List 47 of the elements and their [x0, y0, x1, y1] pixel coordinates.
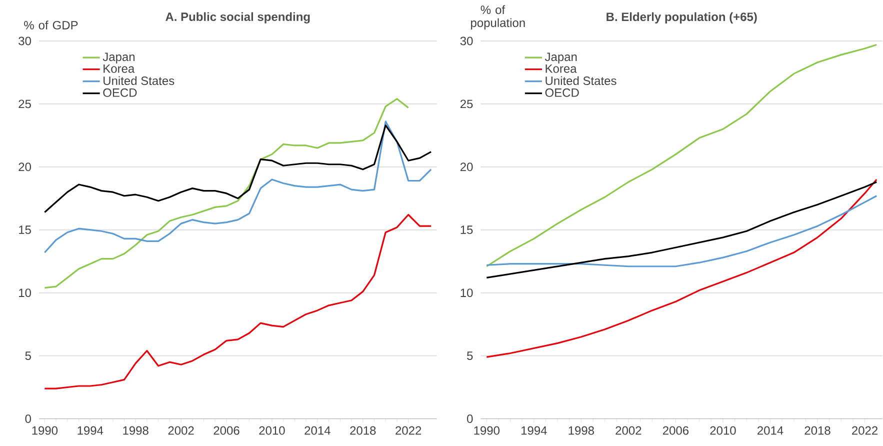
y-tick-label: 25	[460, 100, 473, 108]
legend-label: OECD	[103, 88, 137, 98]
y-tick-label: 15	[19, 226, 31, 234]
x-tick-label: 2018	[804, 426, 830, 435]
legend-label: United States	[546, 76, 616, 86]
line-series	[44, 124, 432, 214]
x-tick-label: 1990	[474, 426, 500, 435]
x-tick-label: 2010	[710, 426, 736, 435]
chart-title: B. Elderly population (+65)	[606, 12, 757, 24]
y-tick-label: 25	[18, 100, 31, 108]
x-tick-label: 2018	[350, 426, 376, 435]
x-tick-label: 1990	[32, 426, 58, 435]
x-tick-label: 1998	[568, 426, 594, 435]
x-tick-label: 1994	[78, 426, 104, 435]
x-tick-label: 2006	[662, 426, 689, 435]
y-tick-label: 30	[460, 36, 473, 46]
y-tick-label: 20	[460, 162, 473, 172]
line-series	[486, 44, 878, 268]
x-tick-label: 2022	[852, 426, 878, 435]
y-tick-label: 0	[467, 414, 473, 424]
x-tick-label: 2014	[304, 426, 330, 435]
legend-label: OECD	[545, 88, 579, 98]
y-axis-title: % of population	[471, 5, 525, 30]
x-tick-label: 2010	[259, 426, 285, 435]
x-tick-label: 2002	[616, 426, 642, 435]
y-axis-title: % of GDP	[24, 20, 78, 30]
x-tick-label: 2002	[168, 426, 194, 435]
x-tick-label: 1994	[521, 426, 547, 435]
legend-label: Japan	[102, 52, 135, 64]
chart-title: A. Public social spending	[166, 12, 310, 24]
x-tick-label: 2006	[214, 426, 240, 435]
x-tick-label: 2022	[396, 426, 422, 435]
legend-label: United States	[104, 76, 174, 86]
y-tick-label: 5	[467, 352, 473, 360]
legend-label: Korea	[546, 64, 577, 73]
legend-label: Korea	[104, 64, 135, 73]
x-tick-label: 1998	[123, 426, 148, 435]
y-tick-label: 10	[460, 288, 473, 298]
line-series	[44, 120, 432, 254]
y-tick-label: 5	[25, 352, 31, 360]
y-tick-label: 15	[460, 226, 473, 234]
y-tick-label: 30	[18, 36, 31, 46]
y-tick-label: 20	[18, 162, 31, 172]
legend-label: Japan	[544, 52, 577, 64]
x-tick-label: 2014	[758, 426, 784, 435]
y-tick-label: 0	[25, 414, 31, 424]
y-tick-label: 10	[19, 288, 31, 298]
